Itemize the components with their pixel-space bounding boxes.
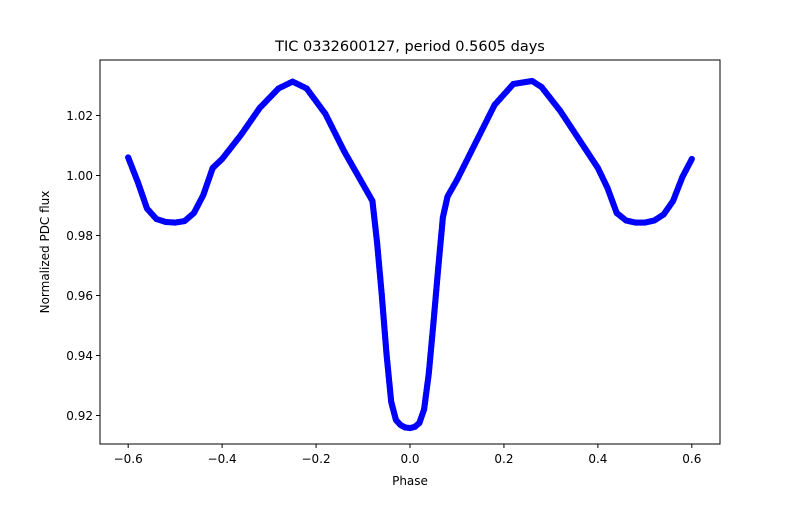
x-tick-label: −0.4 bbox=[208, 452, 237, 466]
x-tick-label: 0.4 bbox=[588, 452, 607, 466]
y-tick-label: 1.02 bbox=[66, 109, 93, 123]
data-layer bbox=[125, 77, 695, 432]
data-series bbox=[125, 77, 695, 432]
y-axis-label: Normalized PDC flux bbox=[38, 191, 52, 314]
x-tick-label: 0.2 bbox=[494, 452, 513, 466]
x-tick-label: −0.2 bbox=[301, 452, 330, 466]
x-axis-ticks: −0.6 −0.4 −0.2 0.0 0.2 0.4 0.6 bbox=[114, 444, 701, 466]
y-tick-label: 0.96 bbox=[66, 289, 93, 303]
y-tick-label: 0.94 bbox=[66, 349, 93, 363]
y-tick-label: 1.00 bbox=[66, 169, 93, 183]
x-tick-label: 0.6 bbox=[682, 452, 701, 466]
data-point bbox=[688, 155, 695, 163]
y-tick-label: 0.92 bbox=[66, 409, 93, 423]
x-tick-label: −0.6 bbox=[114, 452, 143, 466]
x-axis-label: Phase bbox=[392, 474, 428, 488]
y-tick-label: 0.98 bbox=[66, 229, 93, 243]
y-axis-ticks: 0.92 0.94 0.96 0.98 1.00 1.02 bbox=[66, 109, 100, 423]
x-tick-label: 0.0 bbox=[400, 452, 419, 466]
chart-title: TIC 0332600127, period 0.5605 days bbox=[274, 39, 545, 55]
